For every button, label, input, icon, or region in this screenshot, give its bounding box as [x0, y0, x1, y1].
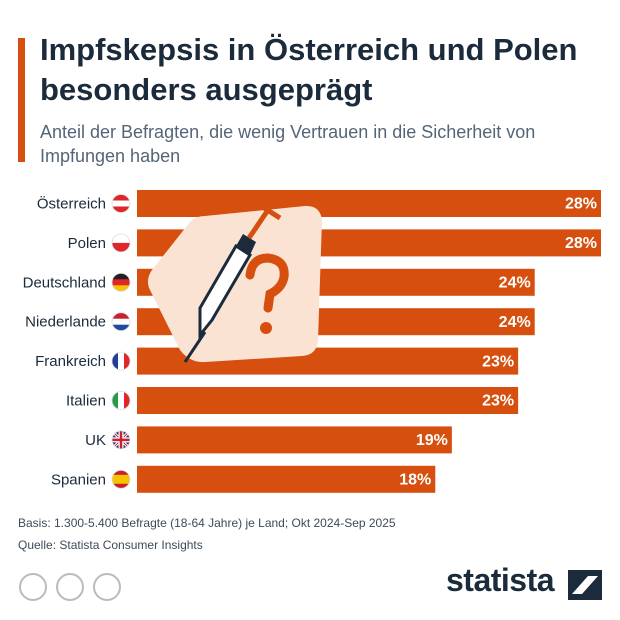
- license-icons: [19, 573, 121, 601]
- flag: [111, 469, 131, 489]
- flag-outline: [111, 194, 131, 213]
- flag-stripe: [124, 352, 130, 371]
- y-tick-label: Deutschland: [23, 274, 106, 291]
- chart-title: Impfskepsis in Österreich und Polen beso…: [40, 32, 578, 107]
- bar: [137, 465, 436, 493]
- flag-stripe: [112, 194, 130, 201]
- flag: [111, 233, 131, 253]
- y-tick-label: Niederlande: [25, 314, 106, 331]
- flag-stripe: [112, 318, 130, 325]
- source: Quelle: Statista Consumer Insights: [18, 538, 203, 552]
- note: Basis: 1.300-5.400 Befragte (18-64 Jahre…: [18, 516, 396, 530]
- flag-outline: [111, 430, 131, 450]
- flag-body: [112, 352, 130, 371]
- y-tick-label: Italien: [66, 392, 106, 409]
- flag-stripe: [112, 206, 130, 213]
- y-tick-label: Österreich: [37, 194, 106, 212]
- flag-body: [112, 430, 130, 449]
- flag-body: [112, 312, 130, 331]
- value-label: 23%: [482, 393, 514, 410]
- value-label: 18%: [399, 472, 431, 489]
- flag-stripe: [112, 479, 130, 485]
- value-label: 24%: [499, 275, 531, 292]
- flag-outline: [111, 312, 131, 332]
- flag: [111, 391, 131, 410]
- flag-stripe: [112, 391, 119, 410]
- flag-stripe: [112, 273, 130, 280]
- flag-stripe: [118, 391, 125, 410]
- flag-stripe: [124, 391, 130, 410]
- flag: [111, 430, 131, 450]
- flag-body: [112, 391, 130, 410]
- flag-outline: [111, 391, 131, 410]
- flag-outline: [111, 272, 131, 292]
- flag-stripe: [112, 242, 130, 252]
- flag-body: [112, 194, 130, 213]
- value-label: 28%: [565, 235, 597, 252]
- flag: [111, 312, 131, 332]
- chart: 28% Österreich 28% Polen 24% Deutschland 24% Ni…: [23, 190, 601, 493]
- flag-stripe: [112, 285, 130, 292]
- flag-stripe: [112, 474, 130, 480]
- syringe-icon: [147, 201, 322, 363]
- brand-mark: [568, 570, 602, 600]
- bar: [137, 426, 452, 454]
- bar: [137, 387, 519, 414]
- y-tick-label: Polen: [68, 235, 106, 252]
- accent-bar: [18, 38, 25, 162]
- value-label: 23%: [482, 353, 514, 370]
- flag-stripe: [112, 233, 130, 244]
- value-label: 24%: [499, 314, 531, 331]
- y-tick-label: Frankreich: [35, 353, 106, 370]
- flag: [111, 351, 131, 371]
- flag-outline: [111, 233, 131, 253]
- flag-stripe: [112, 470, 130, 476]
- flag-stripe: [112, 483, 130, 489]
- brand-logo: statista: [446, 562, 555, 598]
- flag-stripe: [112, 352, 119, 371]
- flag-stripe: [112, 200, 130, 207]
- flag: [111, 272, 131, 292]
- flag-body: [112, 470, 130, 489]
- chart-subtitle: Anteil der Befragten, die wenig Vertraue…: [40, 122, 536, 166]
- flag-cross: [112, 430, 130, 449]
- flag-stripe: [112, 324, 130, 331]
- bar: [137, 190, 601, 217]
- flag-stripe: [118, 352, 125, 371]
- flag-body: [112, 273, 130, 292]
- flag-stripe: [112, 279, 130, 286]
- y-tick-label: UK: [85, 432, 106, 449]
- flag: [111, 194, 131, 213]
- flag-outline: [111, 469, 131, 489]
- flag-body: [112, 233, 130, 252]
- value-label: 28%: [565, 196, 597, 213]
- flag-stripe: [112, 312, 130, 319]
- value-label: 19%: [416, 432, 448, 449]
- flag-outline: [111, 351, 131, 371]
- y-tick-label: Spanien: [51, 471, 106, 488]
